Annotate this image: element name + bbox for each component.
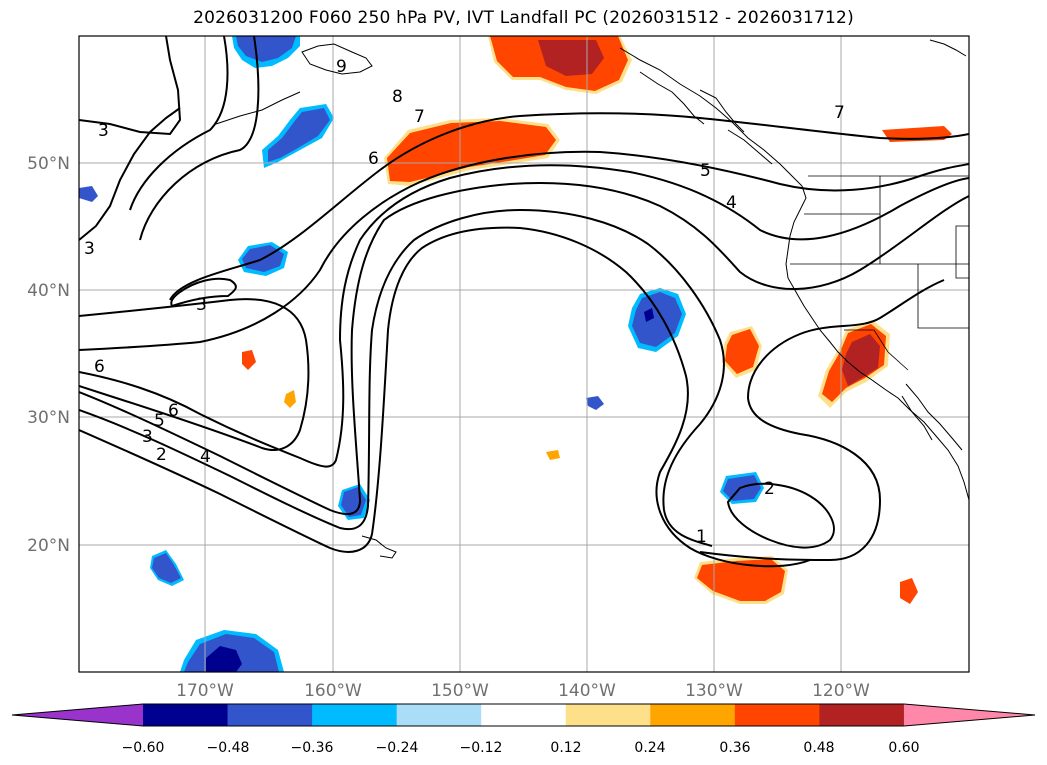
negative-anomaly-blob <box>644 308 654 322</box>
positive-anomaly-blob <box>725 329 759 374</box>
colorbar-tick-label: 0.60 <box>888 740 919 756</box>
positive-anomaly-blob <box>900 578 918 604</box>
contour-label: 3 <box>142 427 153 447</box>
lon-tick-label: 140°W <box>558 681 616 701</box>
contour-label: 6 <box>168 401 179 421</box>
lat-tick-label: 50°N <box>27 154 70 174</box>
contour-label: 8 <box>392 87 403 107</box>
contour-labels: 3 9 8 7 6 5 4 7 3 3 6 6 5 3 2 4 2 1 <box>84 57 845 547</box>
negative-anomaly-blob <box>268 108 330 162</box>
colorbar-swatches <box>11 703 1036 727</box>
lon-tick-label: 160°W <box>304 681 362 701</box>
negative-anomaly-blob <box>79 186 98 202</box>
political-borders <box>790 175 969 371</box>
lon-tick-label: 170°W <box>176 681 234 701</box>
colorbar-tick-label: 0.12 <box>550 740 581 756</box>
colorbar-tick-label: −0.24 <box>376 740 419 756</box>
contour-label: 4 <box>726 193 737 213</box>
colorbar-swatch <box>481 704 567 726</box>
positive-anomaly-blob <box>387 121 556 182</box>
contour-label: 1 <box>696 527 707 547</box>
map-frame <box>78 35 970 673</box>
positive-anomaly-blob <box>697 559 785 601</box>
contour-label: 5 <box>154 411 165 431</box>
contour-label: 3 <box>84 239 95 259</box>
colorbar-swatch <box>650 704 736 726</box>
contour-label: 2 <box>764 479 775 499</box>
contour-label: 6 <box>94 357 105 377</box>
contour-label: 4 <box>200 447 211 467</box>
contour-label: 7 <box>414 107 425 127</box>
latitude-labels: 50°N 40°N 30°N 20°N <box>27 154 70 556</box>
colorbar-tick-label: −0.12 <box>460 740 503 756</box>
negative-anomaly-blob <box>152 553 181 583</box>
map-title: 2026031200 F060 250 hPa PV, IVT Landfall… <box>193 8 854 28</box>
colorbar-tick-labels: −0.60 −0.48 −0.36 −0.24 −0.12 0.12 0.24 … <box>122 740 920 756</box>
contour-label: 3 <box>196 295 207 315</box>
colorbar-tick-label: −0.36 <box>291 740 334 756</box>
contour-label: 9 <box>336 57 347 77</box>
colorbar-tick-label: −0.48 <box>207 740 250 756</box>
negative-anomaly-blob <box>586 396 604 410</box>
colorbar-tick-label: 0.24 <box>634 740 665 756</box>
contour-label: 5 <box>700 161 711 181</box>
contour-label: 2 <box>156 445 167 465</box>
contour-label: 7 <box>834 103 845 123</box>
colorbar-swatch <box>565 704 651 726</box>
contour-label: 3 <box>98 121 109 141</box>
lat-tick-label: 20°N <box>27 536 70 556</box>
positive-anomaly-blob <box>284 390 296 408</box>
colorbar-swatch <box>227 704 313 726</box>
colorbar-swatch <box>396 704 482 726</box>
lon-tick-label: 150°W <box>431 681 489 701</box>
contour-label: 6 <box>368 149 379 169</box>
positive-anomaly-blob <box>242 350 256 370</box>
lat-tick-label: 30°N <box>27 408 70 428</box>
lat-tick-label: 40°N <box>27 281 70 301</box>
positive-anomaly-blob <box>546 450 560 460</box>
colorbar-extend-max <box>903 704 1035 726</box>
colorbar-swatch <box>143 704 229 726</box>
lon-tick-label: 130°W <box>685 681 743 701</box>
colorbar-swatch <box>312 704 398 726</box>
colorbar-extend-min <box>12 704 143 726</box>
negative-anomaly-blob <box>206 646 242 672</box>
colorbar-outline <box>11 703 1036 727</box>
positive-anomaly-blob <box>842 334 880 386</box>
negative-anomaly-blob <box>236 36 296 62</box>
longitude-labels: 170°W 160°W 150°W 140°W 130°W 120°W <box>176 681 870 701</box>
colorbar-swatch <box>819 704 905 726</box>
colorbar-tick-label: 0.48 <box>803 740 834 756</box>
colorbar-tick-label: 0.36 <box>719 740 750 756</box>
pv-contours <box>79 36 969 568</box>
colorbar-tick-label: −0.60 <box>122 740 165 756</box>
colorbar-swatch <box>734 704 820 726</box>
lon-tick-label: 120°W <box>812 681 870 701</box>
